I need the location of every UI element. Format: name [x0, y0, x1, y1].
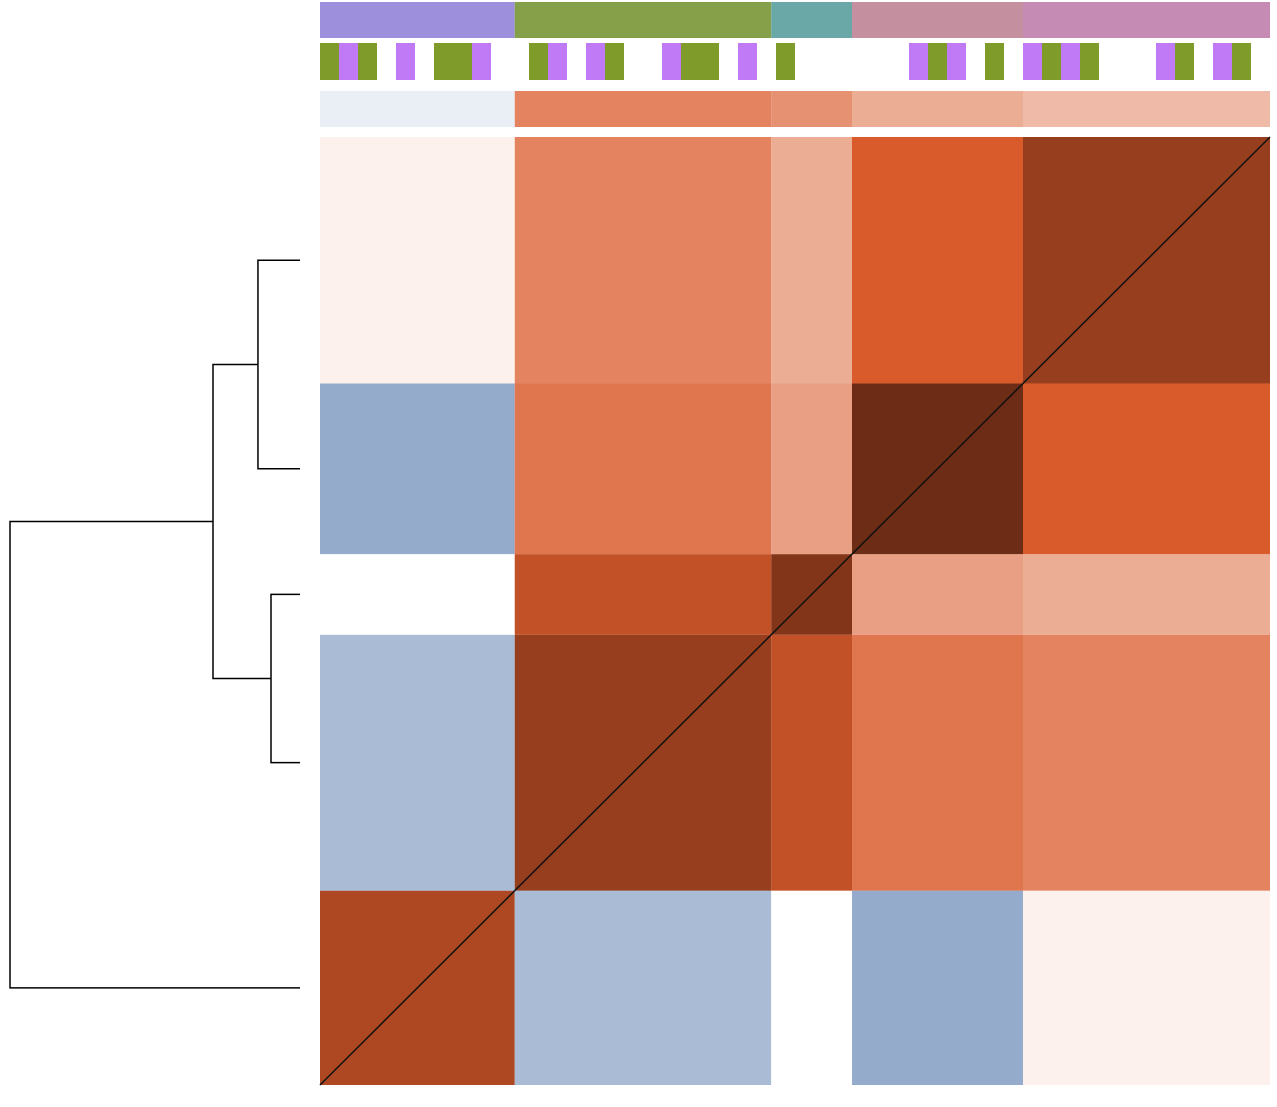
- flag-strip: [909, 43, 928, 80]
- heat-cell: [852, 554, 1023, 635]
- flag-strip: [1023, 43, 1042, 80]
- heat-cell: [514, 554, 772, 635]
- heat-cell: [320, 554, 515, 635]
- score-strip: [1023, 91, 1270, 127]
- heat-cell: [514, 890, 772, 1085]
- flag-strip: [548, 43, 567, 80]
- flag-strip: [1042, 43, 1061, 80]
- group-strip: [771, 2, 852, 38]
- flag-strip: [358, 43, 377, 80]
- heat-cell: [771, 634, 852, 891]
- flag-strip: [396, 43, 415, 80]
- flag-strip: [738, 43, 757, 80]
- group-strip: [852, 2, 1023, 38]
- flag-strip: [434, 43, 453, 80]
- group-strip: [320, 2, 515, 38]
- heat-cell: [852, 137, 1023, 384]
- group-strip: [514, 2, 772, 38]
- flag-strip: [700, 43, 719, 80]
- heat-cell: [852, 634, 1023, 891]
- flag-strip: [1080, 43, 1099, 80]
- flag-strip: [586, 43, 605, 80]
- dendrogram-link: [9, 520, 300, 989]
- flag-strip: [605, 43, 624, 80]
- heat-cell: [852, 890, 1023, 1085]
- diagonal: [319, 136, 1271, 1086]
- group-strip: [1023, 2, 1270, 38]
- flag-strip: [681, 43, 700, 80]
- heat-cell: [1023, 554, 1270, 635]
- flag-strip: [985, 43, 1004, 80]
- score-strip: [852, 91, 1023, 127]
- flag-strip: [1156, 43, 1175, 80]
- heat-cell: [514, 137, 772, 384]
- flag-strip: [776, 43, 795, 80]
- heat-cell: [771, 383, 852, 555]
- flag-strip: [472, 43, 491, 80]
- heat-cell: [320, 137, 515, 384]
- heat-cell: [1023, 383, 1270, 555]
- heat-cell: [514, 383, 772, 555]
- flag-strip: [339, 43, 358, 80]
- score-strip: [771, 91, 852, 127]
- flag-strip: [1061, 43, 1080, 80]
- dendrogram-link: [270, 593, 300, 764]
- heat-cell: [771, 137, 852, 384]
- heat-cell: [320, 634, 515, 891]
- flag-strip: [1213, 43, 1232, 80]
- heat-cell: [1023, 634, 1270, 891]
- flag-strip: [453, 43, 472, 80]
- flag-strip: [662, 43, 681, 80]
- flag-strip: [947, 43, 966, 80]
- score-strip: [320, 91, 515, 127]
- heat-cell: [771, 890, 852, 1085]
- heat-cell: [320, 383, 515, 555]
- heat-cell: [1023, 890, 1270, 1085]
- flag-strip: [1232, 43, 1251, 80]
- flag-strip: [1175, 43, 1194, 80]
- flag-strip: [529, 43, 548, 80]
- flag-strip: [928, 43, 947, 80]
- dendrogram-link: [257, 259, 300, 470]
- dendrogram-link: [212, 363, 271, 680]
- flag-strip: [320, 43, 339, 80]
- score-strip: [514, 91, 772, 127]
